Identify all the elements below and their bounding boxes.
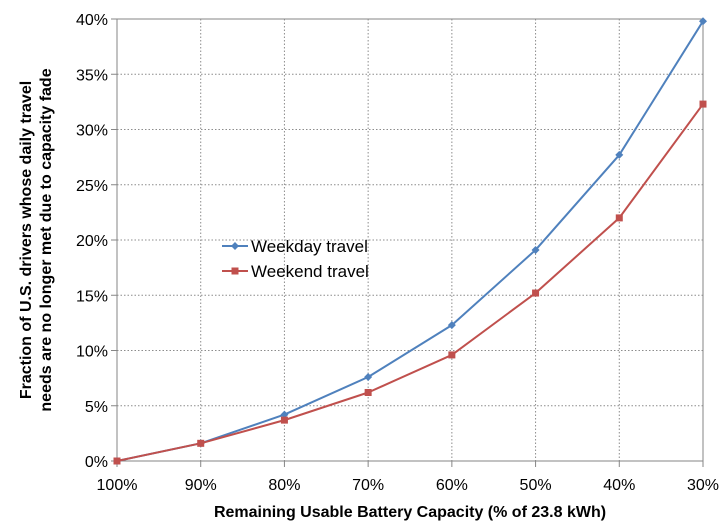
- series-group: [113, 17, 707, 465]
- data-point-weekend: [364, 388, 372, 396]
- x-tick-label: 30%: [687, 477, 719, 494]
- data-point-weekday: [364, 373, 373, 382]
- x-tick-label: 70%: [352, 477, 384, 494]
- x-tick-label: 50%: [520, 477, 552, 494]
- data-point-weekend: [532, 289, 540, 297]
- y-tick-label: 30%: [76, 123, 108, 140]
- x-axis-title: Remaining Usable Battery Capacity (% of …: [214, 504, 606, 521]
- legend-marker-weekday: [231, 242, 239, 250]
- y-tick-label: 40%: [76, 12, 108, 29]
- series-line-weekend: [116, 103, 704, 462]
- x-tick-label: 80%: [268, 477, 300, 494]
- plot-border: [116, 18, 704, 462]
- y-tick-label: 5%: [85, 399, 108, 416]
- x-tick-label: 100%: [97, 477, 138, 494]
- y-tick-label: 15%: [76, 288, 108, 305]
- x-axis-ticks: 100% 90% 80% 70% 60% 50% 40% 30%: [97, 477, 719, 494]
- data-point-weekday: [531, 245, 540, 254]
- y-axis-title-line-2: needs are no longer met due to capacity …: [38, 68, 55, 411]
- legend-marker-weekend: [231, 267, 239, 275]
- plot-area: [117, 19, 703, 461]
- data-point-weekday: [447, 321, 456, 330]
- data-point-weekend: [699, 100, 707, 108]
- x-tick-label: 90%: [185, 477, 217, 494]
- x-tick-label: 40%: [603, 477, 635, 494]
- y-axis-ticks: 0% 5% 10% 15% 20% 25% 30% 35% 40%: [76, 12, 108, 471]
- y-tick-label: 35%: [76, 67, 108, 84]
- data-point-weekday: [699, 17, 707, 26]
- legend: Weekday travel Weekend travel: [222, 237, 369, 281]
- data-point-weekend: [280, 416, 288, 424]
- data-point-weekday: [280, 410, 289, 419]
- y-tick-label: 25%: [76, 178, 108, 195]
- y-axis-title: Fraction of U.S. drivers whose daily tra…: [18, 68, 55, 411]
- x-tick-label: 60%: [436, 477, 468, 494]
- y-tick-label: 0%: [85, 454, 108, 471]
- data-point-weekend: [615, 214, 623, 222]
- y-tick-label: 10%: [76, 344, 108, 361]
- data-point-weekend: [448, 351, 456, 359]
- data-point-weekday: [615, 150, 624, 159]
- y-axis-title-line-1: Fraction of U.S. drivers whose daily tra…: [18, 81, 35, 399]
- legend-label-weekday: Weekday travel: [251, 237, 368, 256]
- y-tick-label: 20%: [76, 233, 108, 250]
- data-point-weekend: [113, 457, 121, 465]
- data-point-weekend: [197, 439, 205, 447]
- legend-label-weekend: Weekend travel: [251, 262, 369, 281]
